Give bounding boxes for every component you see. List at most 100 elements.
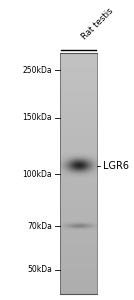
Bar <box>60 286 97 287</box>
Bar <box>60 282 97 284</box>
Bar <box>60 284 97 285</box>
Bar <box>60 260 97 262</box>
Bar <box>60 234 97 235</box>
Bar <box>60 206 97 207</box>
Bar <box>60 131 97 132</box>
Bar <box>60 93 97 94</box>
Bar <box>60 278 97 280</box>
Bar <box>60 290 97 291</box>
Bar <box>60 204 97 205</box>
Bar <box>60 100 97 101</box>
Bar <box>60 214 97 216</box>
Bar <box>60 136 97 137</box>
Bar <box>60 112 97 113</box>
Bar <box>60 78 97 79</box>
Bar <box>60 272 97 274</box>
Bar <box>60 169 97 170</box>
Bar <box>60 58 97 59</box>
Bar <box>60 274 97 275</box>
Bar <box>60 165 97 166</box>
Bar <box>60 170 97 171</box>
Text: 250kDa: 250kDa <box>22 66 52 75</box>
Bar <box>60 164 97 165</box>
Bar <box>60 139 97 140</box>
Bar <box>60 276 97 277</box>
Bar <box>60 280 97 281</box>
Bar <box>60 200 97 201</box>
Text: 50kDa: 50kDa <box>27 265 52 274</box>
Bar <box>60 213 97 214</box>
Text: LGR6: LGR6 <box>103 160 129 170</box>
Bar <box>60 118 97 119</box>
Bar <box>60 60 97 61</box>
Bar <box>60 259 97 260</box>
Bar <box>60 67 97 68</box>
Bar <box>60 246 97 247</box>
Bar <box>60 254 97 256</box>
Bar <box>60 244 97 245</box>
Bar <box>60 116 97 117</box>
Bar <box>60 228 97 229</box>
Bar <box>60 281 97 282</box>
Bar <box>60 161 97 163</box>
Bar <box>60 126 97 128</box>
Bar <box>60 114 97 116</box>
Bar <box>60 264 97 265</box>
Bar <box>60 208 97 210</box>
Bar <box>60 74 97 76</box>
Bar <box>60 195 97 196</box>
Bar <box>60 218 97 219</box>
Bar <box>60 94 97 95</box>
Bar <box>60 72 97 73</box>
Bar <box>60 173 97 175</box>
Bar <box>60 157 97 158</box>
Bar <box>60 236 97 238</box>
Bar <box>60 224 97 225</box>
Bar <box>60 102 97 104</box>
Bar <box>60 186 97 187</box>
Bar <box>60 253 97 254</box>
Bar <box>60 61 97 62</box>
Bar <box>60 89 97 90</box>
Bar <box>60 152 97 153</box>
Bar <box>60 235 97 236</box>
Bar <box>60 99 97 100</box>
Bar <box>60 64 97 65</box>
Bar <box>60 113 97 114</box>
Bar <box>60 188 97 189</box>
Bar <box>60 231 97 232</box>
Bar <box>60 266 97 268</box>
Bar <box>60 251 97 252</box>
Bar <box>60 125 97 126</box>
Bar <box>60 106 97 107</box>
Bar <box>60 143 97 145</box>
Bar <box>60 230 97 231</box>
Bar <box>60 192 97 193</box>
Bar <box>60 291 97 292</box>
Bar <box>60 202 97 204</box>
Text: 150kDa: 150kDa <box>22 113 52 122</box>
Bar <box>60 158 97 159</box>
Bar <box>60 220 97 222</box>
Bar <box>60 175 97 176</box>
Bar <box>60 250 97 251</box>
Bar <box>60 55 97 56</box>
Bar <box>60 239 97 240</box>
Bar <box>60 76 97 77</box>
Bar <box>60 240 97 241</box>
Bar <box>60 154 97 155</box>
Bar <box>60 257 97 258</box>
Bar <box>60 153 97 154</box>
Text: Rat testis: Rat testis <box>81 6 116 41</box>
Bar <box>60 216 97 217</box>
Bar <box>60 105 97 106</box>
Bar <box>60 181 97 182</box>
Bar <box>60 120 97 122</box>
Bar <box>60 222 97 223</box>
Bar <box>60 285 97 286</box>
Bar <box>60 87 97 88</box>
Bar <box>60 130 97 131</box>
Bar <box>60 217 97 218</box>
Bar <box>60 132 97 134</box>
Bar <box>60 210 97 211</box>
